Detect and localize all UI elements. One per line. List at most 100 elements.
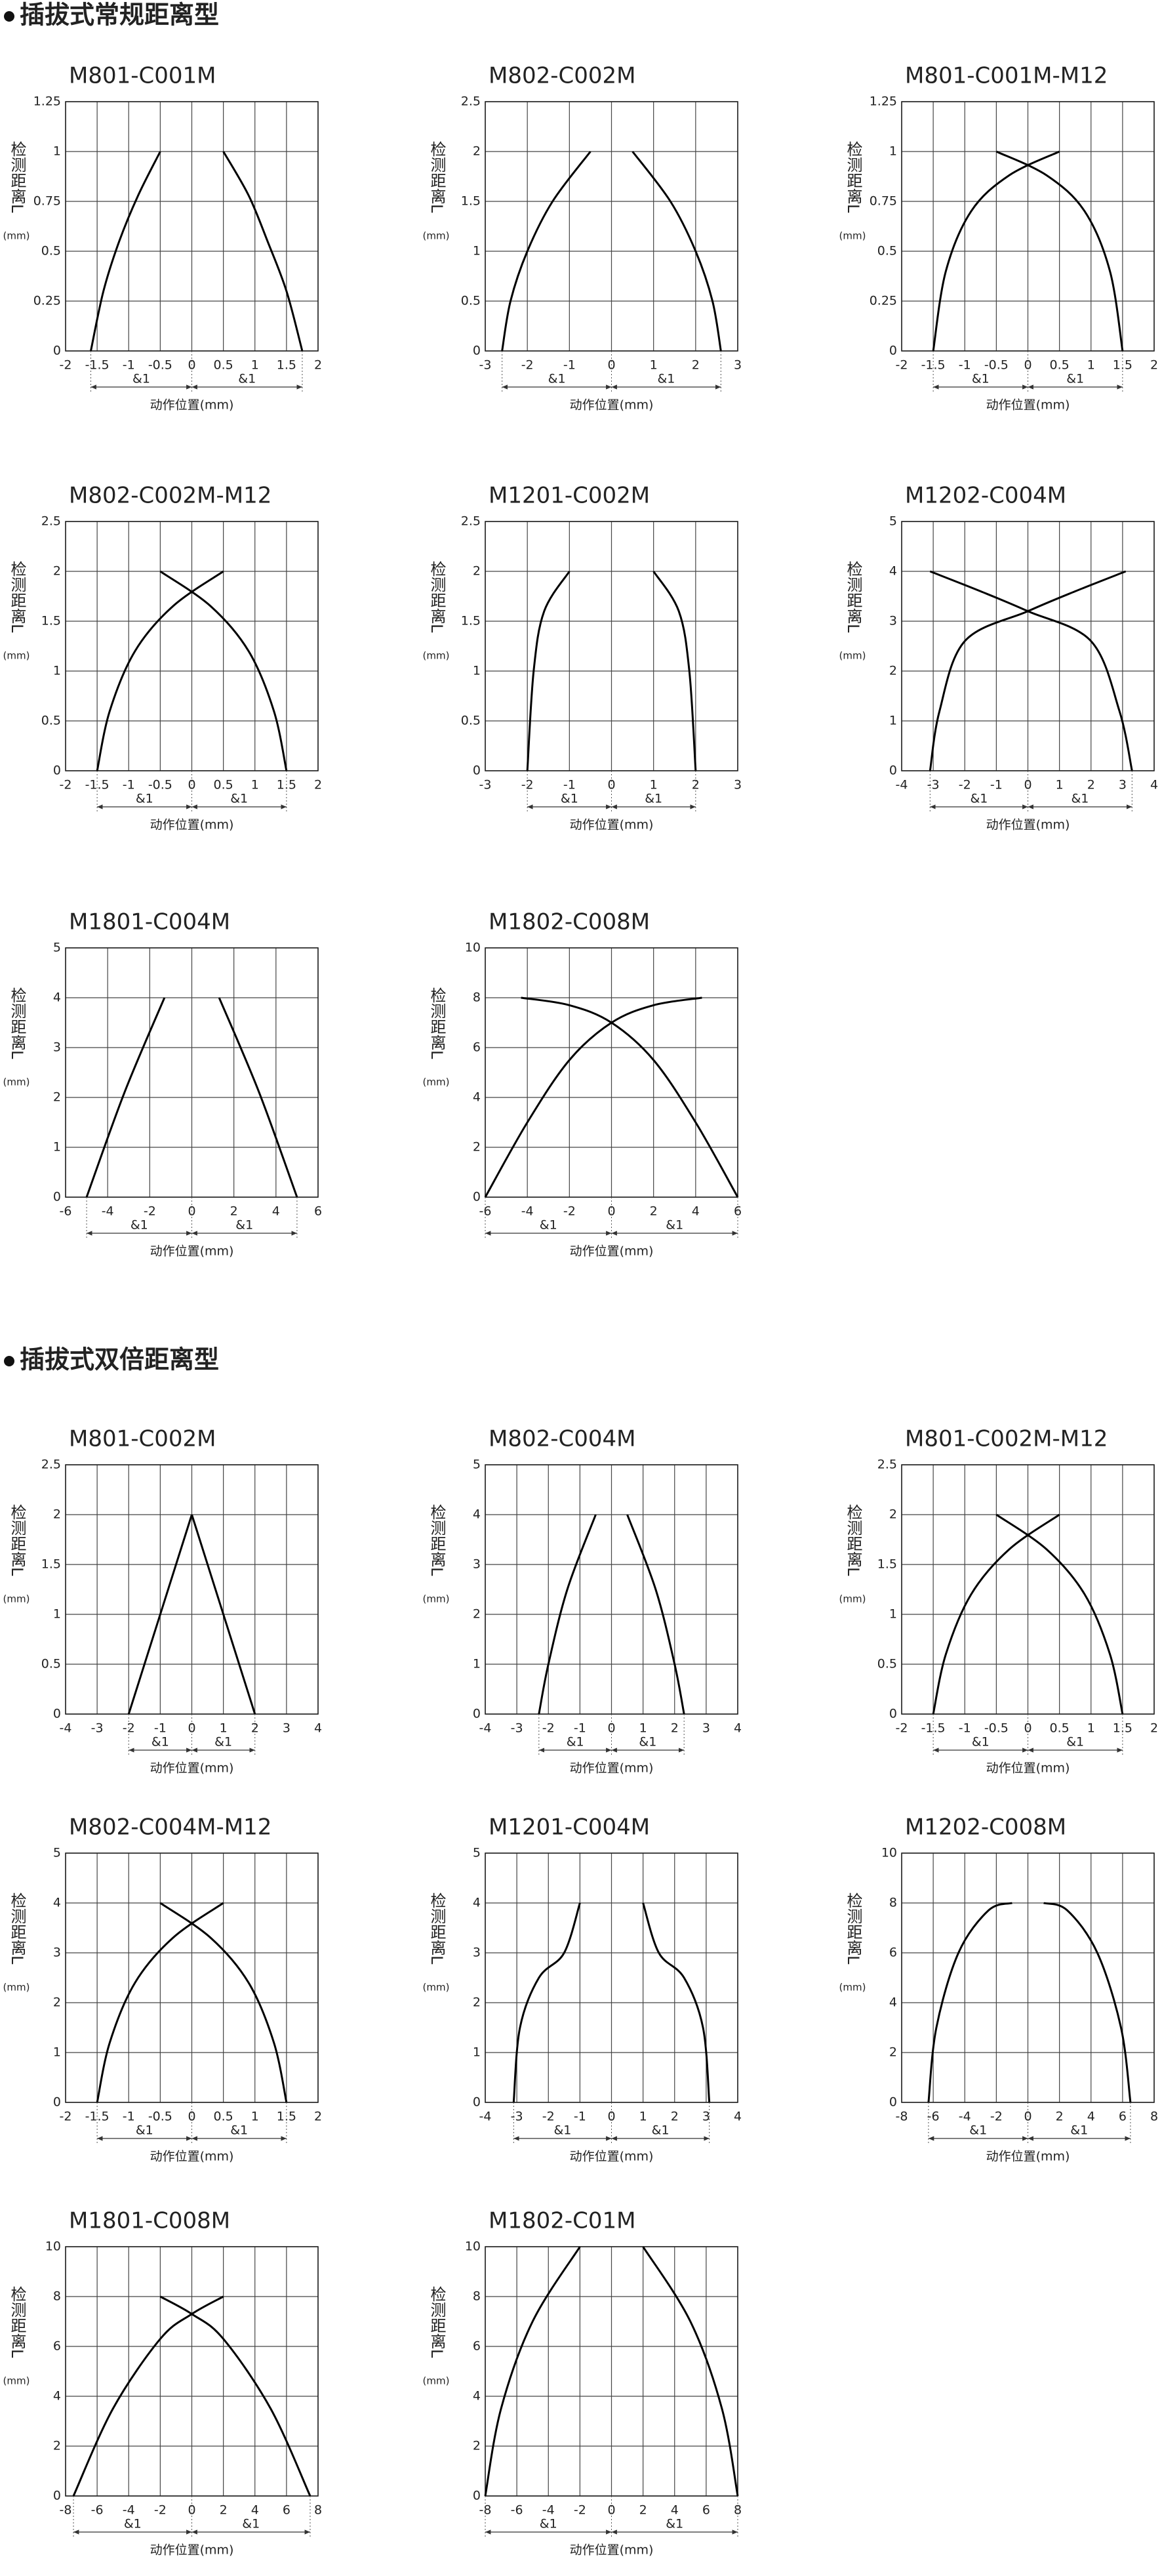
x-tick-label: -1	[123, 778, 135, 792]
x-axis-label: 动作位置(mm)	[570, 2150, 654, 2164]
x-tick-label: 3	[702, 1721, 710, 1736]
y-axis-unit: (mm)	[423, 2375, 450, 2387]
x-tick-label: -2	[959, 778, 971, 792]
x-tick-label: 8	[314, 2503, 322, 2518]
x-tick-label: 4	[272, 1204, 280, 1219]
curve	[929, 570, 1127, 771]
x-tick-label: 2	[220, 2503, 228, 2518]
x-tick-label: 1	[650, 778, 658, 792]
y-tick-label: 5	[53, 941, 61, 955]
y-axis-unit: (mm)	[423, 230, 450, 242]
y-tick-label: 2.5	[461, 514, 481, 529]
y-tick-label: 1	[53, 664, 61, 678]
x-axis-label: 动作位置(mm)	[570, 398, 654, 413]
curve	[932, 150, 1060, 352]
x-axis-label: 动作位置(mm)	[986, 818, 1070, 832]
annotation: &1	[657, 372, 675, 386]
x-axis-label: 动作位置(mm)	[570, 1761, 654, 1776]
x-tick-label: 1	[639, 1721, 647, 1736]
x-tick-label: -1.5	[85, 358, 110, 373]
curve	[218, 997, 298, 1198]
x-tick-label: 4	[314, 1721, 322, 1736]
x-tick-label: -4	[896, 778, 908, 792]
y-axis-unit: (mm)	[3, 1076, 30, 1088]
y-axis-label: 检测距离L	[428, 141, 446, 213]
x-tick-label: 1	[1087, 1721, 1095, 1736]
x-tick-label: -8	[60, 2503, 72, 2518]
y-tick-label: 0	[53, 2489, 61, 2503]
y-tick-label: 2.5	[41, 514, 61, 529]
curve	[191, 1514, 256, 1715]
y-axis-label: 检测距离L	[8, 2286, 26, 2358]
x-tick-label: -1	[959, 358, 971, 373]
x-tick-label: 6	[702, 2503, 710, 2518]
y-tick-label: 2	[473, 2439, 481, 2453]
y-tick-label: 0.5	[877, 244, 897, 258]
x-axis-label: 动作位置(mm)	[986, 398, 1070, 413]
y-axis-label: 检测距离L	[428, 1892, 446, 1965]
y-axis-unit: (mm)	[423, 1593, 450, 1605]
chart-title: M1202-C008M	[905, 1814, 1066, 1841]
x-tick-label: -1	[154, 1721, 167, 1736]
y-tick-label: 8	[473, 991, 481, 1005]
y-axis-unit: (mm)	[3, 1593, 30, 1605]
curve	[90, 151, 161, 352]
annotation: &1	[1071, 792, 1089, 806]
y-tick-label: 0	[473, 2095, 481, 2110]
annotation: &1	[1070, 2123, 1088, 2138]
y-tick-label: 10	[465, 2239, 481, 2254]
x-tick-label: 6	[314, 1204, 322, 1219]
annotation: &1	[132, 372, 150, 386]
curve	[159, 2295, 311, 2497]
y-tick-label: 1.5	[877, 1557, 897, 1572]
bullet	[4, 11, 14, 22]
y-tick-label: 2	[889, 1507, 897, 1522]
y-axis-label: 检测距离L	[844, 1892, 862, 1965]
annotation: &1	[151, 1735, 169, 1749]
y-tick-label: 4	[889, 564, 897, 579]
annotation: &1	[540, 1218, 557, 1233]
x-tick-label: -4	[521, 1204, 534, 1219]
curve	[127, 1514, 193, 1715]
y-tick-label: 0	[473, 1707, 481, 1721]
x-tick-label: -4	[959, 2110, 971, 2124]
y-tick-label: 0	[473, 2489, 481, 2503]
x-tick-label: 3	[734, 358, 742, 373]
x-tick-label: -1	[563, 778, 576, 792]
annotation: &1	[136, 2123, 153, 2138]
chart-title: M1202-C004M	[905, 483, 1066, 509]
y-tick-label: 0.75	[870, 194, 897, 209]
x-tick-label: 0.5	[214, 358, 233, 373]
chart-title: M801-C001M-M12	[905, 63, 1108, 89]
annotation: &1	[130, 1218, 148, 1233]
curve	[159, 570, 288, 771]
curve	[626, 1514, 685, 1715]
x-tick-label: -4	[60, 1721, 72, 1736]
y-tick-label: 1	[889, 144, 897, 159]
y-tick-label: 2	[473, 1607, 481, 1622]
x-axis-label: 动作位置(mm)	[570, 818, 654, 832]
x-tick-label: 2	[230, 1204, 238, 1219]
x-tick-label: 1	[639, 2110, 647, 2124]
x-tick-label: 8	[1150, 2110, 1158, 2124]
annotation: &1	[124, 2517, 142, 2531]
x-axis-label: 动作位置(mm)	[150, 818, 234, 832]
curve	[995, 150, 1124, 352]
x-tick-label: 2	[671, 1721, 679, 1736]
x-axis-label: 动作位置(mm)	[150, 2543, 234, 2558]
y-tick-label: 1.5	[461, 614, 481, 628]
x-tick-label: 0.5	[1050, 1721, 1070, 1736]
y-tick-label: 0.25	[33, 294, 61, 308]
annotation: &1	[639, 1735, 656, 1749]
y-axis-unit: (mm)	[3, 1982, 30, 1993]
annotation: &1	[561, 792, 578, 806]
curve	[526, 571, 571, 771]
x-tick-label: -3	[511, 1721, 523, 1736]
y-tick-label: 2	[473, 144, 481, 159]
y-tick-label: 0.25	[870, 294, 897, 308]
curve	[159, 1902, 288, 2103]
y-tick-label: 2	[473, 1995, 481, 2010]
chart-title: M802-C004M	[489, 1426, 635, 1452]
y-tick-label: 0.5	[41, 1657, 61, 1671]
